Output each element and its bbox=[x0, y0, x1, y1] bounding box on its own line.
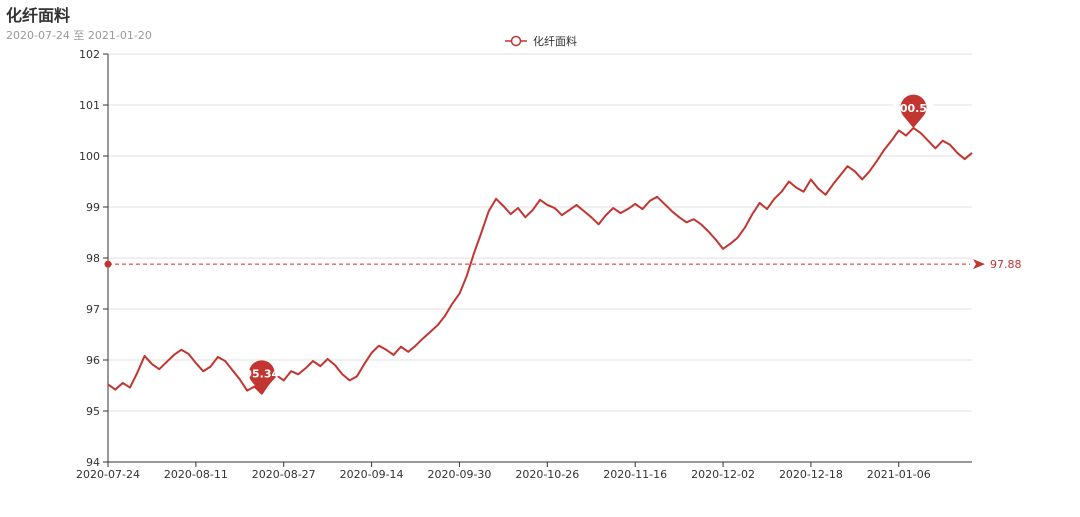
legend-label: 化纤面料 bbox=[533, 34, 577, 48]
y-tick-label: 102 bbox=[79, 48, 100, 61]
y-tick-label: 101 bbox=[79, 99, 100, 112]
series-layer bbox=[107, 126, 973, 395]
legend-marker-icon bbox=[510, 35, 522, 47]
mark-point-pin bbox=[900, 94, 927, 128]
mark-point-pin bbox=[248, 360, 275, 394]
mark-point-label: 95.34 bbox=[244, 368, 279, 381]
series-line bbox=[107, 126, 973, 395]
x-tick-label: 2020-11-16 bbox=[603, 468, 667, 481]
y-tick-label: 98 bbox=[86, 252, 100, 265]
average-line: 97.88 bbox=[104, 258, 1022, 271]
x-tick-label: 2021-01-06 bbox=[867, 468, 931, 481]
x-tick-label: 2020-10-26 bbox=[515, 468, 579, 481]
chart-subtitle: 2020-07-24 至 2021-01-20 bbox=[6, 29, 152, 42]
x-tick-label: 2020-08-11 bbox=[164, 468, 228, 481]
mark-point-max[interactable]: 100.55 bbox=[892, 94, 935, 128]
legend[interactable]: 化纤面料 bbox=[505, 34, 577, 48]
y-tick-label: 100 bbox=[79, 150, 100, 163]
mark-points: 100.55 95.34 bbox=[244, 94, 935, 394]
chart-title: 化纤面料 bbox=[6, 6, 71, 25]
grid-lines bbox=[108, 53, 972, 412]
y-tick-label: 99 bbox=[86, 201, 100, 214]
x-axis: 2020-07-24 2020-08-11 2020-08-27 2020-09-14… bbox=[76, 461, 972, 481]
x-tick-label: 2020-12-02 bbox=[691, 468, 755, 481]
y-tick-label: 97 bbox=[86, 303, 100, 316]
x-tick-label: 2020-09-14 bbox=[340, 468, 404, 481]
x-tick-label: 2020-08-27 bbox=[252, 468, 316, 481]
y-axis: 94 95 96 97 98 99 100 101 102 bbox=[79, 48, 109, 469]
x-tick-label: 2020-12-18 bbox=[779, 468, 843, 481]
y-tick-label: 94 bbox=[86, 456, 100, 469]
y-tick-label: 95 bbox=[86, 405, 100, 418]
average-line-arrow bbox=[973, 259, 985, 270]
x-tick-label: 2020-07-24 bbox=[76, 468, 140, 481]
average-line-label: 97.88 bbox=[990, 258, 1022, 271]
x-tick-label: 2020-09-30 bbox=[427, 468, 491, 481]
y-tick-label: 96 bbox=[86, 354, 100, 367]
mark-point-label: 100.55 bbox=[892, 102, 934, 115]
mark-point-min[interactable]: 95.34 bbox=[244, 360, 280, 394]
